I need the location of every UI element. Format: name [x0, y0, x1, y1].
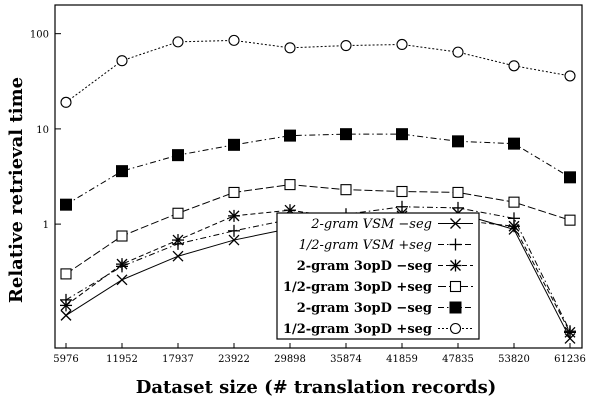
y-axis-label: Relative retrieval time: [6, 77, 27, 303]
data-point: [228, 34, 240, 46]
data-point: [396, 38, 408, 51]
series-line: [65, 184, 571, 275]
legend-label: 2-gram VSM −seg: [310, 217, 432, 232]
legend-marker: [449, 280, 462, 293]
legend: 2-gram VSM −seg 1/2-gram VSM +seg 2-gram 3…: [276, 212, 480, 340]
data-point: [396, 128, 408, 141]
data-point: [172, 234, 184, 247]
data-point: [116, 165, 128, 178]
data-point: [508, 196, 520, 208]
data-point: [60, 309, 72, 321]
legend-box: [276, 212, 480, 340]
data-point: [172, 149, 184, 162]
series-line: [65, 39, 571, 103]
data-point: [452, 186, 464, 199]
x-axis-label: Dataset size (# translation records): [136, 377, 497, 398]
data-point: [508, 137, 520, 150]
data-point: [564, 326, 576, 339]
x-tick-label: 17937: [162, 354, 194, 365]
y-tick-label: 100: [30, 30, 49, 41]
data-point: [60, 198, 72, 211]
y-tick-label: 10: [36, 125, 49, 136]
x-tick-label: 11952: [106, 354, 138, 365]
data-point: [564, 214, 576, 226]
legend-label: 1/2-gram 3opD +seg: [283, 280, 432, 295]
x-tick-label: 35874: [330, 354, 362, 365]
data-point: [60, 299, 72, 312]
data-point: [284, 42, 296, 54]
data-point: [284, 129, 296, 142]
legend-label: 2-gram 3opD −seg: [297, 259, 432, 274]
data-point: [396, 185, 408, 198]
plot-frame: [54, 4, 583, 349]
data-point: [60, 268, 72, 280]
data-point: [452, 201, 464, 214]
legend-label: 2-gram 3opD −seg: [297, 301, 432, 316]
x-tick-label: 47835: [442, 354, 474, 365]
data-point: [284, 179, 296, 191]
data-point: [228, 138, 240, 151]
legend-marker: [449, 301, 462, 314]
data-point: [172, 36, 184, 48]
series-3: [60, 179, 576, 280]
data-point: [564, 70, 576, 82]
x-tick-label: 41859: [386, 354, 418, 365]
series-5: [60, 34, 576, 108]
legend-label: 1/2-gram VSM +seg: [299, 238, 432, 253]
x-tick-label: 5976: [53, 354, 78, 365]
data-point: [116, 55, 128, 67]
data-point: [452, 46, 464, 58]
data-point: [228, 234, 240, 246]
series-line: [65, 133, 571, 206]
data-point: [116, 258, 128, 271]
legend-marker: [449, 322, 462, 335]
data-point: [452, 135, 464, 148]
data-point: [172, 250, 184, 262]
data-point: [60, 96, 72, 108]
series-4: [60, 128, 576, 211]
y-tick-label: 1: [43, 220, 49, 231]
x-tick-label: 23922: [218, 354, 250, 365]
data-point: [508, 60, 520, 72]
x-tick-label: 53820: [498, 354, 530, 365]
data-point: [228, 224, 240, 237]
series-line: [65, 206, 571, 332]
x-tick-label: 29898: [274, 354, 306, 365]
legend-marker: [449, 238, 462, 251]
data-point: [340, 40, 352, 52]
data-point: [116, 230, 128, 242]
legend-label: 1/2-gram 3opD +seg: [283, 322, 432, 337]
data-point: [172, 207, 184, 219]
data-point: [228, 209, 240, 222]
data-point: [340, 128, 352, 141]
legend-marker: [450, 218, 461, 229]
data-point: [228, 186, 240, 199]
data-point: [340, 184, 352, 196]
legend-marker: [449, 259, 462, 272]
data-point: [564, 171, 576, 184]
x-tick-label: 61236: [554, 354, 586, 365]
data-point: [116, 274, 128, 286]
data-point: [508, 220, 520, 233]
